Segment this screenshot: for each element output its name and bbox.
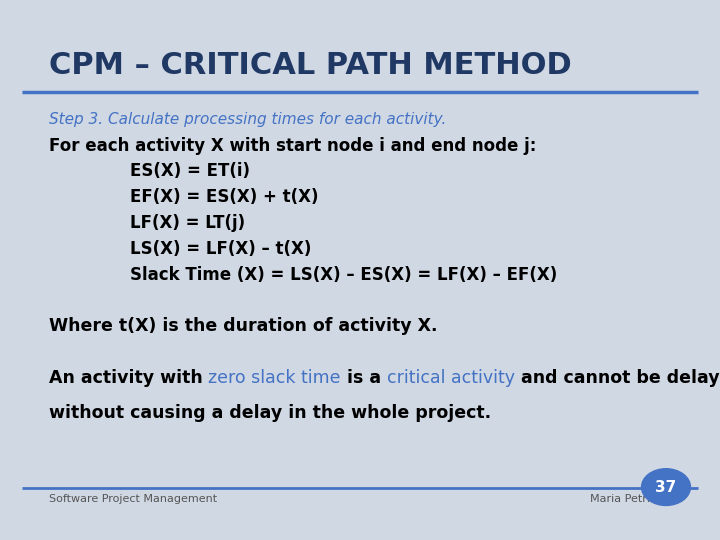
Text: Step 3. Calculate processing times for each activity.: Step 3. Calculate processing times for e… [49,112,446,127]
Text: CPM – CRITICAL PATH METHOD: CPM – CRITICAL PATH METHOD [49,51,572,79]
Text: LS(X) = LF(X) – t(X): LS(X) = LF(X) – t(X) [130,240,311,258]
Text: An activity with: An activity with [49,368,208,387]
Text: is a: is a [341,368,387,387]
Text: EF(X) = ES(X) + t(X): EF(X) = ES(X) + t(X) [130,188,318,206]
Text: For each activity X with start node i and end node j:: For each activity X with start node i an… [49,137,536,154]
Text: Maria Petridou: Maria Petridou [590,494,671,504]
Text: Slack Time (X) = LS(X) – ES(X) = LF(X) – EF(X): Slack Time (X) = LS(X) – ES(X) = LF(X) –… [130,266,557,285]
Text: 37: 37 [655,480,677,495]
Text: zero slack time: zero slack time [208,368,341,387]
Text: and cannot be delayed: and cannot be delayed [515,368,720,387]
Text: ES(X) = ET(i): ES(X) = ET(i) [130,162,250,180]
Text: without causing a delay in the whole project.: without causing a delay in the whole pro… [49,404,491,422]
Text: Where t(X) is the duration of activity X.: Where t(X) is the duration of activity X… [49,317,437,335]
Text: LF(X) = LT(j): LF(X) = LT(j) [130,214,245,232]
Text: critical activity: critical activity [387,368,515,387]
Text: Software Project Management: Software Project Management [49,494,217,504]
